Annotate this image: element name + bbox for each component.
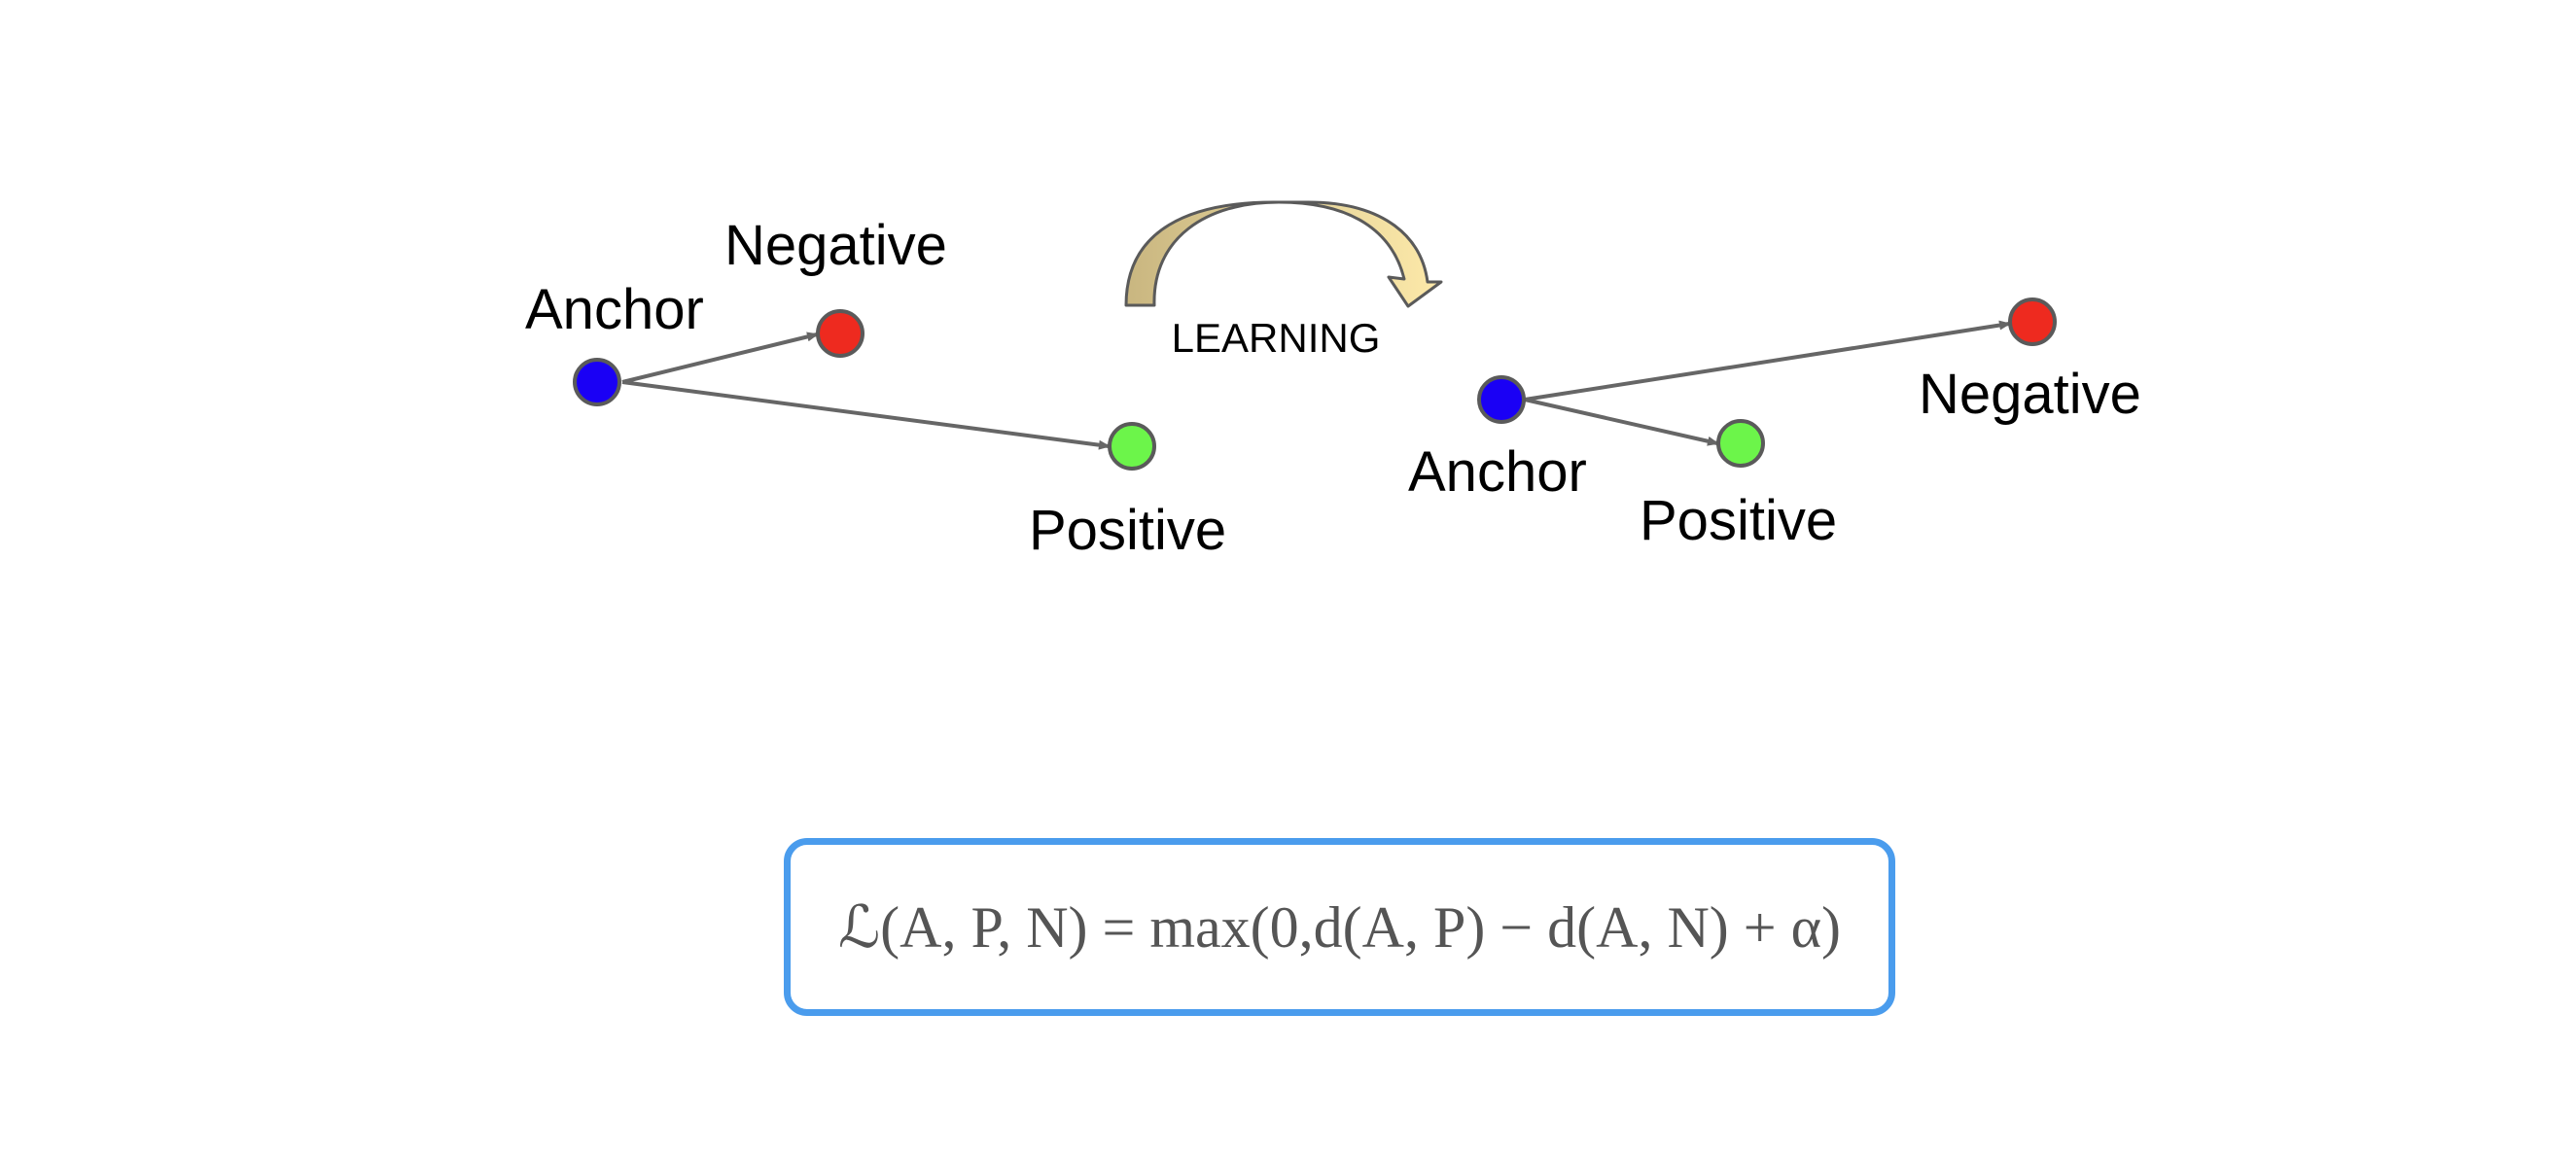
before-anchor-negative-edge (621, 332, 819, 384)
after-group: Anchor Positive Negative (1408, 297, 2141, 552)
before-group: Anchor Negative Positive (525, 214, 1226, 562)
after-anchor-node (1477, 375, 1526, 424)
triplet-loss-formula: ℒ(A, P, N) = max(0,d(A, P) − d(A, N) + α… (837, 894, 1842, 960)
before-negative-node (816, 309, 865, 358)
learning-label: LEARNING (1172, 315, 1381, 361)
after-negative-label: Negative (1919, 363, 2141, 426)
after-negative-node (2008, 297, 2057, 346)
after-anchor-positive-edge (1524, 398, 1719, 446)
after-anchor-label: Anchor (1408, 440, 1587, 504)
before-positive-label: Positive (1029, 499, 1226, 562)
before-negative-label: Negative (724, 214, 947, 277)
learning-curved-arrow-icon (1124, 200, 1443, 308)
after-positive-label: Positive (1640, 489, 1837, 552)
after-positive-node (1716, 419, 1765, 468)
before-anchor-positive-edge (621, 380, 1111, 450)
formula-box: ℒ(A, P, N) = max(0,d(A, P) − d(A, N) + α… (784, 838, 1895, 1016)
before-anchor-node (573, 358, 621, 406)
learning-transition: LEARNING (1124, 200, 1443, 361)
after-anchor-negative-edge (1524, 320, 2011, 402)
before-positive-node (1108, 422, 1156, 471)
before-anchor-label: Anchor (525, 278, 704, 341)
